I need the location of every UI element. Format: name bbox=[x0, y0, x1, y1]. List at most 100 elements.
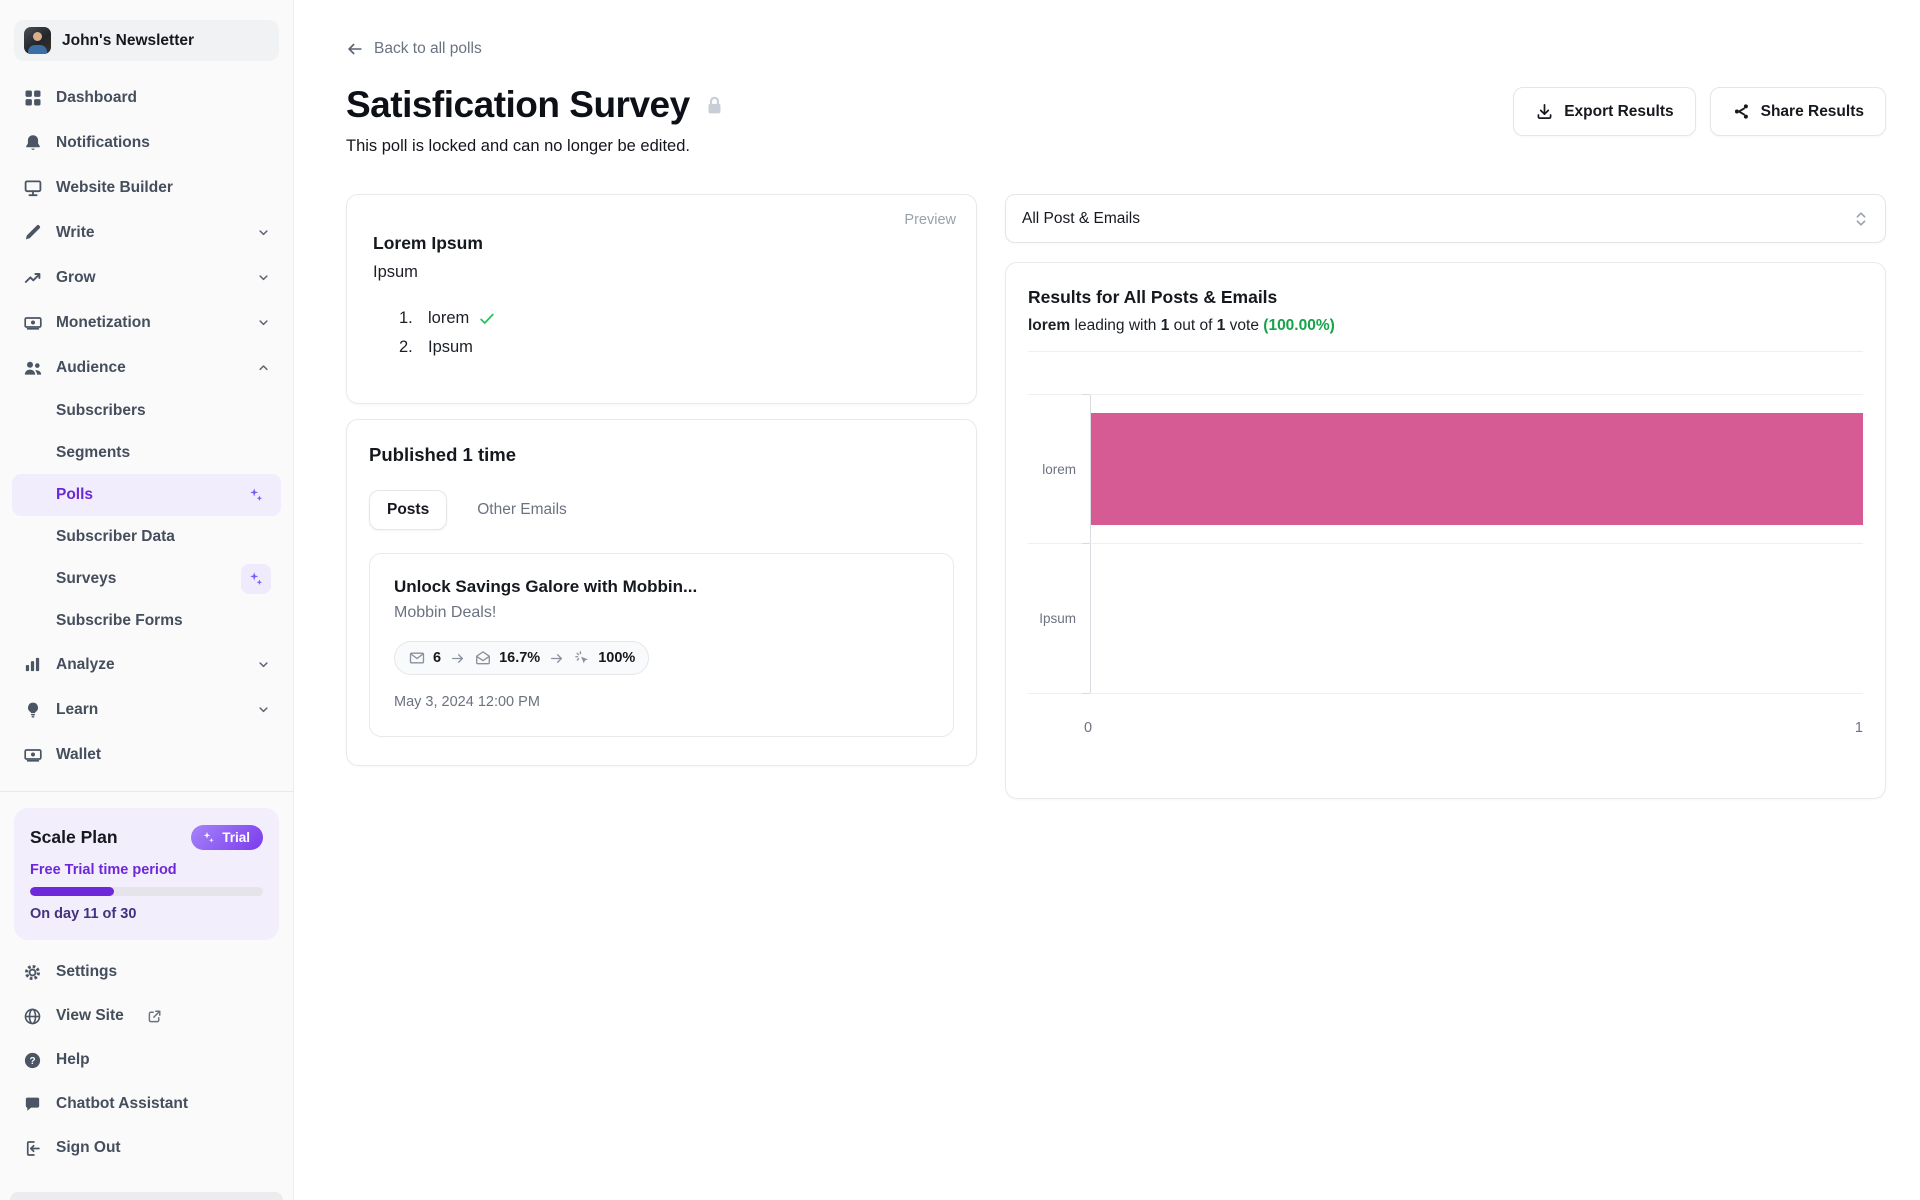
chart-category-label: lorem bbox=[1042, 461, 1076, 477]
chart-row: lorem bbox=[1028, 394, 1863, 544]
help-icon: ? bbox=[22, 1051, 43, 1070]
sidebar-item-subscribe-forms[interactable]: Subscribe Forms bbox=[12, 600, 281, 642]
sidebar-item-sign-out[interactable]: Sign Out bbox=[12, 1126, 281, 1170]
cursor-click-icon bbox=[573, 649, 591, 667]
chart-plot-area bbox=[1082, 543, 1863, 694]
sidebar-item-label: View Site bbox=[56, 1007, 124, 1024]
chevron-down-icon bbox=[256, 270, 271, 285]
post-card[interactable]: Unlock Savings Galore with Mobbin... Mob… bbox=[369, 553, 954, 737]
sidebar-item-monetization[interactable]: Monetization bbox=[12, 300, 281, 345]
left-column: Preview Lorem Ipsum Ipsum 1. lorem 2. Ip… bbox=[346, 194, 977, 766]
workspace-switcher[interactable]: John's Newsletter bbox=[14, 20, 279, 61]
sidebar-bottom-panel-edge bbox=[10, 1192, 283, 1200]
sparkles-icon bbox=[241, 564, 271, 594]
sidebar-item-view-site[interactable]: View Site bbox=[12, 994, 281, 1038]
sidebar-item-chatbot-assistant[interactable]: Chatbot Assistant bbox=[12, 1082, 281, 1126]
sidebar-item-label: Polls bbox=[56, 486, 94, 503]
poll-description: Ipsum bbox=[373, 263, 418, 281]
right-column: All Post & Emails Results for All Posts … bbox=[1005, 194, 1886, 799]
sidebar-item-subscriber-data[interactable]: Subscriber Data bbox=[12, 516, 281, 558]
sign-out-icon bbox=[22, 1139, 43, 1158]
tab-posts[interactable]: Posts bbox=[369, 490, 448, 530]
sidebar-item-analyze[interactable]: Analyze bbox=[12, 642, 281, 687]
workspace-avatar bbox=[24, 27, 51, 54]
sidebar-item-subscribers[interactable]: Subscribers bbox=[12, 390, 281, 432]
sidebar-item-website-builder[interactable]: Website Builder bbox=[12, 165, 281, 210]
sidebar-item-polls[interactable]: Polls bbox=[12, 474, 281, 516]
page-subtitle: This poll is locked and can no longer be… bbox=[346, 137, 690, 155]
sidebar-item-label: Chatbot Assistant bbox=[56, 1095, 189, 1112]
chart-x-tick-label: 0 bbox=[1084, 720, 1093, 736]
tab-other-emails[interactable]: Other Emails bbox=[477, 501, 567, 518]
export-results-button[interactable]: Export Results bbox=[1513, 87, 1696, 136]
plan-title: Scale Plan bbox=[30, 827, 118, 847]
post-subtitle: Mobbin Deals! bbox=[394, 604, 497, 621]
sidebar-item-audience[interactable]: Audience bbox=[12, 345, 281, 390]
results-filter-select[interactable]: All Post & Emails bbox=[1005, 194, 1886, 243]
published-tabs: Posts Other Emails bbox=[369, 490, 954, 530]
trial-badge[interactable]: Trial bbox=[191, 825, 263, 850]
globe-icon bbox=[22, 1007, 43, 1026]
external-link-icon bbox=[146, 1008, 163, 1025]
sparkles-icon bbox=[203, 831, 214, 843]
share-results-label: Share Results bbox=[1760, 102, 1864, 120]
sidebar-item-dashboard[interactable]: Dashboard bbox=[12, 75, 281, 120]
envelope-icon bbox=[408, 649, 426, 667]
results-filter-value: All Post & Emails bbox=[1022, 209, 1141, 227]
sidebar-footer: Settings View Site ? Help Chatbot Assist… bbox=[12, 950, 281, 1170]
sidebar-item-label: Grow bbox=[56, 268, 96, 286]
chevron-down-icon bbox=[256, 315, 271, 330]
sidebar-item-grow[interactable]: Grow bbox=[12, 255, 281, 300]
trend-up-icon bbox=[22, 268, 43, 288]
sidebar-item-surveys[interactable]: Surveys bbox=[12, 558, 281, 600]
published-title: Published 1 time bbox=[369, 444, 517, 465]
chart-x-tick-label: 1 bbox=[1854, 720, 1863, 736]
download-icon bbox=[1535, 102, 1554, 121]
poll-option: 1. lorem bbox=[399, 309, 950, 328]
sidebar-item-label: Write bbox=[56, 223, 95, 241]
sidebar-item-label: Website Builder bbox=[56, 178, 173, 196]
results-title: Results for All Posts & Emails bbox=[1028, 287, 1278, 307]
option-label: lorem bbox=[428, 309, 470, 327]
vote-total: 1 bbox=[1216, 317, 1226, 334]
banknote-icon bbox=[22, 313, 43, 333]
poll-options: 1. lorem 2. Ipsum bbox=[399, 309, 950, 357]
sidebar-item-notifications[interactable]: Notifications bbox=[12, 120, 281, 165]
poll-option: 2. Ipsum bbox=[399, 338, 950, 357]
share-icon bbox=[1732, 102, 1751, 121]
plan-subtitle: Free Trial time period bbox=[30, 862, 177, 878]
recipients-stat: 6 bbox=[408, 649, 441, 667]
chart-grid: lorem Ipsum bbox=[1028, 394, 1863, 694]
main-content: Back to all polls Satisfication Survey T… bbox=[294, 0, 1920, 1200]
dashboard-icon bbox=[22, 88, 43, 108]
audience-subnav: Subscribers Segments Polls Subscriber Da… bbox=[12, 390, 281, 642]
users-icon bbox=[22, 358, 43, 378]
sidebar-item-label: Learn bbox=[56, 700, 99, 718]
sidebar-item-wallet[interactable]: Wallet bbox=[12, 732, 281, 777]
sidebar-item-label: Surveys bbox=[56, 570, 117, 587]
chevron-down-icon bbox=[256, 657, 271, 672]
envelope-open-icon bbox=[474, 649, 492, 667]
back-to-polls-link[interactable]: Back to all polls bbox=[346, 40, 482, 58]
select-chevrons-icon bbox=[1853, 210, 1869, 228]
sidebar-item-write[interactable]: Write bbox=[12, 210, 281, 255]
click-rate-stat: 100% bbox=[573, 649, 635, 667]
back-arrow-icon bbox=[346, 40, 364, 58]
sidebar-item-help[interactable]: ? Help bbox=[12, 1038, 281, 1082]
export-results-label: Export Results bbox=[1564, 102, 1674, 120]
sidebar-item-settings[interactable]: Settings bbox=[12, 950, 281, 994]
sidebar-item-label: Wallet bbox=[56, 745, 102, 763]
option-number: 1. bbox=[399, 309, 413, 327]
chat-bubble-icon bbox=[22, 1095, 43, 1114]
results-card: Results for All Posts & Emails lorem lea… bbox=[1005, 262, 1886, 799]
sidebar-item-learn[interactable]: Learn bbox=[12, 687, 281, 732]
chart-plot-area bbox=[1082, 394, 1863, 544]
chevron-up-icon bbox=[256, 360, 271, 375]
sidebar-item-segments[interactable]: Segments bbox=[12, 432, 281, 474]
trial-badge-label: Trial bbox=[222, 830, 250, 845]
summary-text: out of bbox=[1169, 317, 1217, 334]
sidebar-item-label: Dashboard bbox=[56, 88, 137, 106]
share-results-button[interactable]: Share Results bbox=[1709, 87, 1886, 136]
chart-row: Ipsum bbox=[1028, 543, 1863, 694]
option-number: 2. bbox=[399, 338, 413, 356]
